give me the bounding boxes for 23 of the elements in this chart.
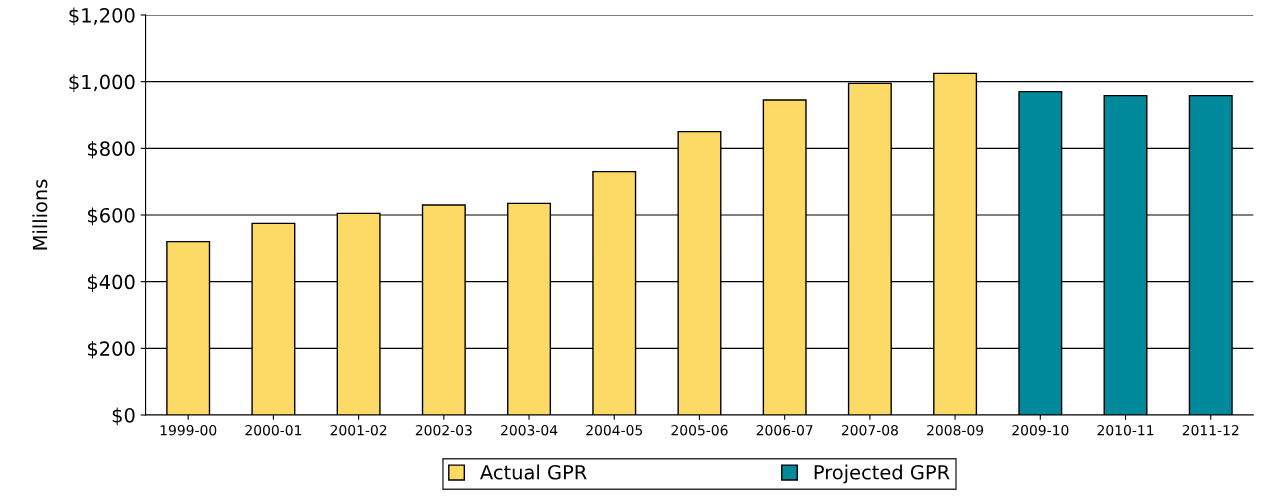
x-tick-label: 2010-11 — [1097, 424, 1154, 436]
x-tick-label: 2005-06 — [671, 424, 728, 436]
x-tick-label: 2007-08 — [841, 424, 898, 436]
y-tick-label: $400 — [87, 274, 135, 292]
y-tick-label: $800 — [87, 140, 135, 159]
y-tick-label: $0 — [112, 407, 135, 426]
y-tick-label: $1,000 — [69, 74, 135, 92]
x-tick-label: 1999-00 — [160, 424, 217, 436]
legend-label: Actual GPR — [480, 464, 587, 480]
x-tick-label: 2008-09 — [927, 424, 984, 436]
y-axis-title: Millions — [32, 179, 48, 250]
x-tick-label: 2002-03 — [415, 424, 472, 436]
x-tick-label: 2004-05 — [586, 424, 643, 436]
x-tick-label: 2000-01 — [245, 424, 302, 436]
x-tick-label: 2001-02 — [330, 424, 387, 436]
x-tick-label: 2009-10 — [1012, 424, 1069, 436]
y-tick-label: $1,200 — [69, 7, 135, 26]
x-tick-label: 2006-07 — [756, 424, 813, 436]
y-tick-label: $600 — [87, 207, 135, 226]
y-tick-label: $200 — [87, 340, 135, 359]
x-tick-label: 2011-12 — [1182, 424, 1239, 436]
legend-label: Projected GPR — [814, 464, 950, 484]
x-tick-label: 2003-04 — [501, 424, 558, 436]
